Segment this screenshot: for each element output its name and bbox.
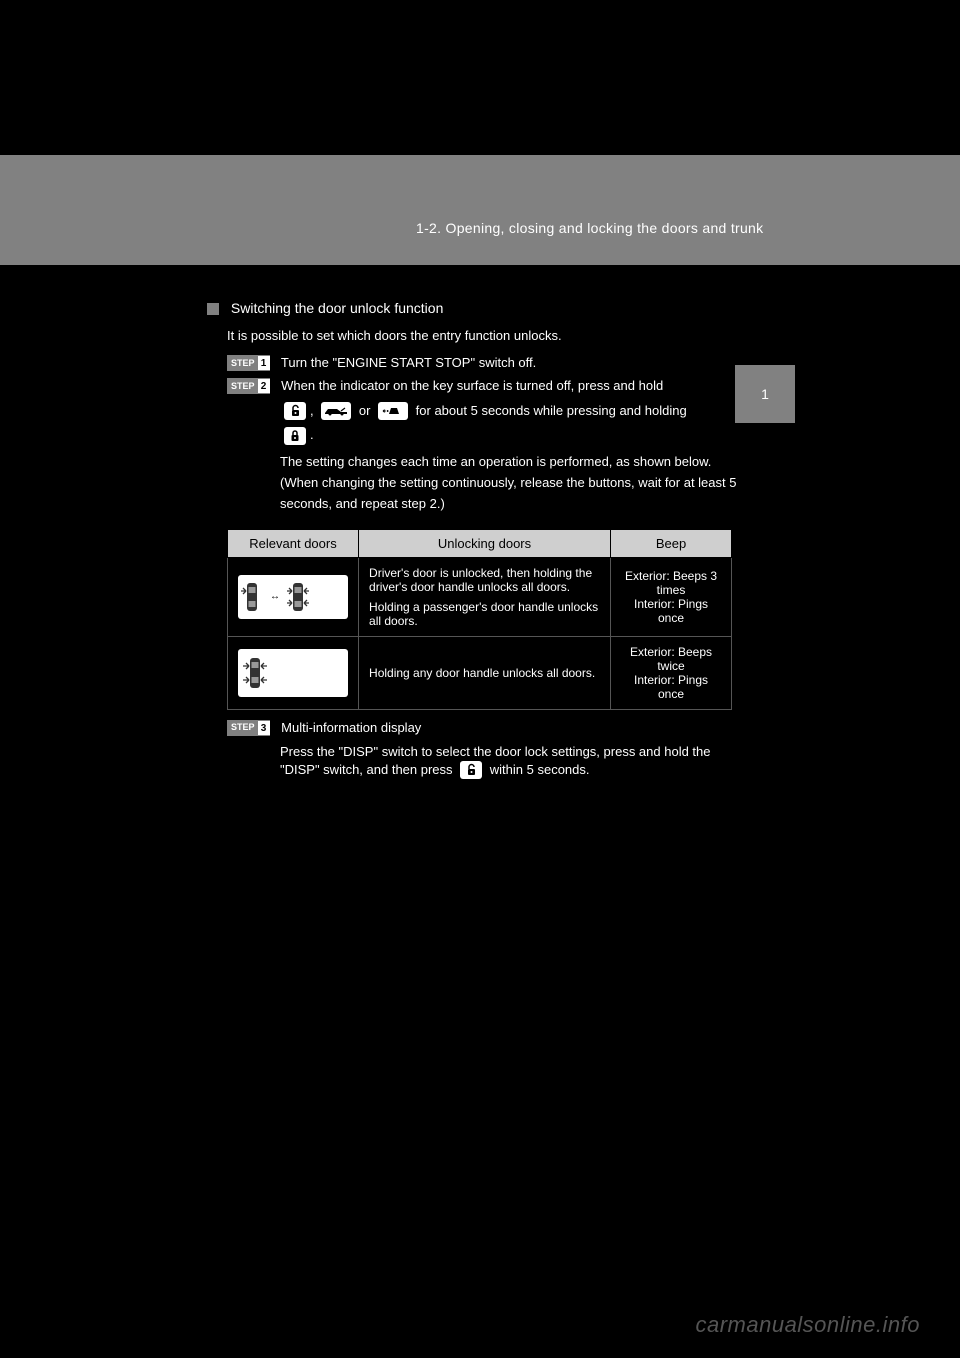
step-2-lock-line: . [280,425,737,446]
section-label: 1-2. Opening, closing and locking the do… [416,220,763,236]
header-band [0,155,960,265]
subsection-title-text: Switching the door unlock function [231,300,443,316]
unlock-text-1b: Holding a passenger's door handle unlock… [369,600,600,628]
step-2-icons-line: , or for about 5 seconds while pressing … [280,401,737,422]
alarm-icon [378,402,408,420]
bullet-icon [207,303,219,315]
subsection-desc: It is possible to set which doors the en… [227,328,737,345]
table-row: ↔ Dr [228,557,732,636]
step-2-mid2: or [355,403,374,418]
step-3-body: Press the "DISP" switch to select the do… [280,743,737,780]
step-badge-3: STEP3 [227,720,270,736]
step-1-text: Turn the "ENGINE START STOP" switch off. [281,355,536,370]
unlock-icon-2 [460,761,482,779]
step-2-note: The setting changes each time an operati… [280,452,737,514]
switch-arrow-icon: ↔ [270,591,280,602]
th-beep: Beep [611,529,732,557]
step-3-text-after: within 5 seconds. [490,762,590,777]
table-header-row: Relevant doors Unlocking doors Beep [228,529,732,557]
car-all-doors-icon [238,649,348,697]
th-unlock: Unlocking doors [359,529,611,557]
step-3-row: STEP3 Multi-information display [227,720,737,737]
settings-table-wrapper: Relevant doors Unlocking doors Beep [227,529,737,710]
cell-cars-2 [228,636,359,709]
step-3-heading: Multi-information display [281,720,421,735]
settings-table: Relevant doors Unlocking doors Beep [227,529,732,710]
step-2-text-before: When the indicator on the key surface is… [281,378,663,393]
step-badge-2: STEP2 [227,378,270,394]
step-num-2: 2 [258,379,270,393]
th-relevant: Relevant doors [228,529,359,557]
watermark: carmanualsonline.info [695,1312,920,1338]
cell-beep-1: Exterior: Beeps 3 times Interior: Pings … [611,557,732,636]
unlock-text-1a: Driver's door is unlocked, then holding … [369,566,600,594]
cell-unlock-2: Holding any door handle unlocks all door… [359,636,611,709]
car-switch-icon: ↔ [238,575,348,619]
cell-unlock-1: Driver's door is unlocked, then holding … [359,557,611,636]
step-num-3: 3 [258,721,270,735]
step-2-mid1: , [310,403,314,418]
step-2-row: STEP2 When the indicator on the key surf… [227,378,737,395]
car-trunk-icon [321,402,351,420]
step-badge-1: STEP1 [227,355,270,371]
step-num-1: 1 [258,356,270,370]
cell-cars-1: ↔ [228,557,359,636]
table-row: Holding any door handle unlocks all door… [228,636,732,709]
lock-icon [284,427,306,445]
content-area: Switching the door unlock function It is… [207,300,737,783]
unlock-icon [284,402,306,420]
side-tab: 1 [735,365,795,423]
step-2-after: for about 5 seconds while pressing and h… [416,403,687,418]
subsection-title: Switching the door unlock function [207,300,737,316]
cell-beep-2: Exterior: Beeps twice Interior: Pings on… [611,636,732,709]
step-1-row: STEP1 Turn the "ENGINE START STOP" switc… [227,355,737,372]
side-tab-num: 1 [761,386,769,402]
step-2-end: . [310,427,314,442]
